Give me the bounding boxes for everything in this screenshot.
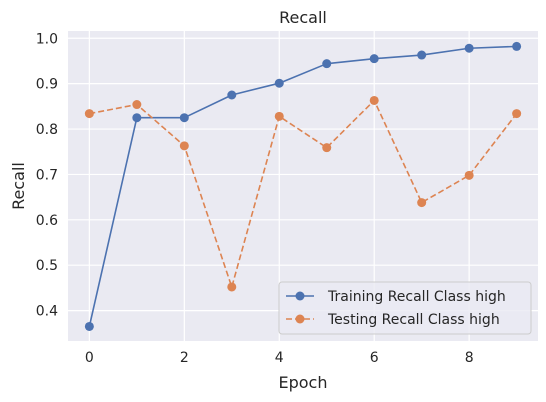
data-point — [417, 198, 426, 207]
data-point — [322, 59, 331, 68]
data-point — [85, 322, 94, 331]
data-point — [227, 90, 236, 99]
data-point — [512, 109, 521, 118]
data-point — [180, 141, 189, 150]
x-tick-label: 4 — [275, 350, 284, 366]
x-tick-label: 8 — [465, 350, 474, 366]
legend-label-testing: Testing Recall Class high — [327, 312, 500, 328]
y-tick-labels: 0.4 0.5 0.6 0.7 0.8 0.9 1.0 — [36, 31, 58, 319]
legend-label-training: Training Recall Class high — [327, 289, 506, 305]
y-tick-label: 0.9 — [36, 77, 58, 93]
x-tick-label: 2 — [180, 350, 189, 366]
data-point — [132, 100, 141, 109]
data-point — [132, 113, 141, 122]
x-tick-label: 6 — [370, 350, 379, 366]
y-tick-label: 0.7 — [36, 167, 58, 183]
data-point — [465, 44, 474, 53]
y-tick-label: 0.5 — [36, 258, 58, 274]
x-tick-label: 0 — [85, 350, 94, 366]
y-tick-label: 0.4 — [36, 304, 58, 320]
legend-marker-training — [296, 292, 305, 301]
data-point — [85, 109, 94, 118]
data-point — [275, 79, 284, 88]
data-point — [180, 113, 189, 122]
y-tick-label: 0.6 — [36, 213, 58, 229]
data-point — [370, 96, 379, 105]
y-tick-label: 0.8 — [36, 122, 58, 138]
x-axis-label: Epoch — [279, 373, 328, 392]
data-point — [370, 54, 379, 63]
data-point — [512, 42, 521, 51]
legend-marker-testing — [296, 315, 305, 324]
data-point — [227, 282, 236, 291]
chart-title: Recall — [279, 8, 327, 27]
data-point — [417, 51, 426, 60]
data-point — [322, 143, 331, 152]
legend: Training Recall Class high Testing Recal… — [279, 282, 531, 334]
data-point — [275, 112, 284, 121]
y-axis-label: Recall — [9, 162, 28, 210]
x-tick-labels: 0 2 4 6 8 — [85, 350, 474, 366]
data-point — [465, 171, 474, 180]
y-tick-label: 1.0 — [36, 31, 58, 47]
